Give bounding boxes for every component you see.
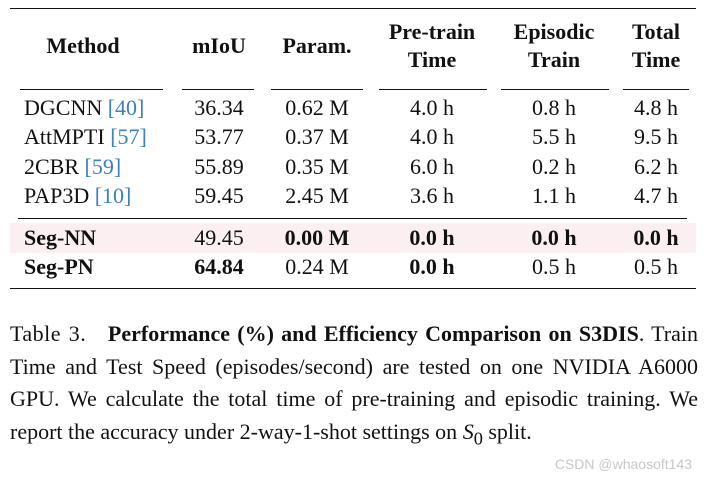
pretrain-time-value: 0.0 h xyxy=(409,225,455,250)
citation-link[interactable]: [59] xyxy=(84,154,122,179)
baseline-separator-rule xyxy=(18,218,687,219)
pretrain-time-value: 6.0 h xyxy=(410,154,454,179)
episodic-train-value: 0.2 h xyxy=(532,154,576,179)
param-value: 0.37 M xyxy=(285,124,349,149)
header-total-line1: Total xyxy=(631,19,681,44)
table-caption: Table 3. Performance (%) and Efficiency … xyxy=(10,318,698,454)
caption-math-subscript: 0 xyxy=(473,427,483,448)
header-rule-episodic xyxy=(501,89,609,90)
header-rule-pretrain xyxy=(379,89,487,90)
method-name: 2CBR xyxy=(24,154,85,179)
episodic-train-value: 0.0 h xyxy=(531,225,577,250)
citation-link[interactable]: [57] xyxy=(110,124,147,149)
table-row-method: DGCNN [40] xyxy=(24,94,144,122)
header-episodic-line1: Episodic xyxy=(513,19,595,44)
caption-title-end: . xyxy=(638,321,645,346)
method-name: DGCNN xyxy=(24,95,108,120)
csdn-watermark: CSDN @whaosoft143 xyxy=(554,456,692,472)
caption-label: Table 3. xyxy=(10,321,87,346)
table-bottom-rule xyxy=(10,288,696,289)
total-time-value: 4.8 h xyxy=(634,95,678,120)
header-param: Param. xyxy=(282,33,352,58)
pretrain-time-value: 4.0 h xyxy=(410,95,454,120)
pretrain-time-value: 0.0 h xyxy=(409,254,455,279)
episodic-train-value: 0.8 h xyxy=(532,95,576,120)
table-top-rule xyxy=(10,8,696,9)
table-row-method: 2CBR [59] xyxy=(24,153,121,181)
param-value: 0.24 M xyxy=(285,254,349,279)
header-rule-param xyxy=(271,89,363,90)
table-row-method: PAP3D [10] xyxy=(24,182,131,210)
miou-value: 49.45 xyxy=(194,225,244,250)
pretrain-time-value: 3.6 h xyxy=(410,183,454,208)
seg-nn-row-highlight xyxy=(10,223,696,253)
header-method: Method xyxy=(46,33,120,58)
caption-body-end: split. xyxy=(482,418,532,444)
header-total-line2: Time xyxy=(631,47,681,72)
total-time-value: 0.5 h xyxy=(634,254,678,279)
header-episodic-line2: Train xyxy=(527,47,581,72)
header-rule-method xyxy=(20,89,163,90)
method-name: AttMPTI xyxy=(24,124,111,149)
total-time-value: 9.5 h xyxy=(634,124,678,149)
episodic-train-value: 0.5 h xyxy=(532,254,576,279)
param-value: 0.00 M xyxy=(284,225,350,250)
miou-value: 53.77 xyxy=(194,124,244,149)
method-name-seg-nn: Seg-NN xyxy=(24,225,97,250)
param-value: 2.45 M xyxy=(285,183,349,208)
miou-value: 36.34 xyxy=(194,95,244,120)
caption-body: Train Time and Test Speed (episodes/seco… xyxy=(10,321,698,444)
total-time-value: 6.2 h xyxy=(634,154,678,179)
header-rule-miou xyxy=(182,89,254,90)
param-value: 0.62 M xyxy=(285,95,349,120)
citation-link[interactable]: [10] xyxy=(94,183,132,208)
method-name: PAP3D xyxy=(24,183,95,208)
episodic-train-value: 5.5 h xyxy=(532,124,576,149)
caption-title: Performance (%) and Efficiency Compariso… xyxy=(107,321,639,346)
header-rule-total xyxy=(623,89,689,90)
episodic-train-value: 1.1 h xyxy=(532,183,576,208)
caption-math-s: S xyxy=(462,418,474,444)
table-row-method: AttMPTI [57] xyxy=(24,123,147,151)
miou-value: 59.45 xyxy=(194,183,244,208)
header-pretrain-line1: Pre-train xyxy=(388,19,476,44)
citation-link[interactable]: [40] xyxy=(107,95,145,120)
total-time-value: 0.0 h xyxy=(633,225,679,250)
pretrain-time-value: 4.0 h xyxy=(410,124,454,149)
total-time-value: 4.7 h xyxy=(634,183,678,208)
header-miou: mIoU xyxy=(192,33,246,58)
miou-value: 64.84 xyxy=(194,254,244,279)
miou-value: 55.89 xyxy=(194,154,244,179)
method-name-seg-pn: Seg-PN xyxy=(24,254,94,279)
header-pretrain-line2: Time xyxy=(407,47,457,72)
param-value: 0.35 M xyxy=(285,154,349,179)
